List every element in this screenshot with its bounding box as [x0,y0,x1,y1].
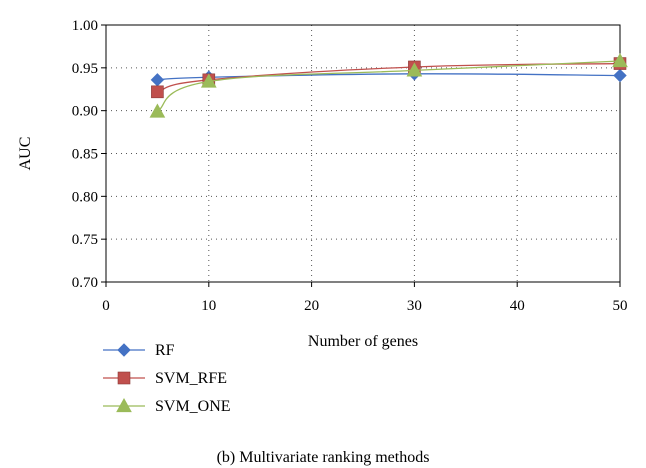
figure-caption: (b) Multivariate ranking methods [217,449,430,466]
data-point-marker [151,85,164,99]
data-point-marker [612,52,628,68]
legend-marker [117,371,131,385]
data-point-marker [200,73,217,88]
legend-item: SVM_RFE [103,370,227,387]
x-tick-label: 40 [510,298,525,314]
y-tick-label: 0.85 [72,147,98,163]
y-tick-label: 0.75 [72,232,98,248]
x-tick-label: 30 [407,298,422,314]
y-tick-label: 0.95 [72,61,98,77]
series-line [157,60,621,113]
legend-marker [116,397,132,413]
plot-area-frame [105,24,621,283]
legend-item: RF [103,342,175,359]
x-axis-label: Number of genes [308,333,418,350]
y-tick-label: 0.80 [72,189,98,205]
tick-labels: 0 10 20 30 40 50 0.70 0.75 0.80 0.85 0.90 0.95 1.00 [72,18,628,314]
legend-label: SVM_ONE [155,398,231,415]
data-point-marker [149,103,166,118]
legend: RF SVM_RFE SVM_ONE [103,342,231,415]
x-tick-label: 10 [201,298,216,314]
x-tick-label: 20 [304,298,319,314]
legend-item: SVM_ONE [103,397,231,415]
y-axis-label: AUC [17,137,34,171]
y-tick-label: 0.90 [72,104,98,120]
data-point-marker [406,62,423,77]
grid-lines [106,25,620,282]
series-svm-one [149,52,628,118]
series-rf [150,67,627,87]
legend-marker [117,343,131,357]
series-line [157,73,621,81]
y-tick-label: 1.00 [72,18,98,34]
x-tick-label: 50 [613,298,628,314]
legend-label: SVM_RFE [155,370,227,387]
legend-label: RF [155,342,175,359]
series-layer [149,52,628,118]
data-point-marker [150,73,165,87]
x-tick-label: 0 [102,298,110,314]
data-point-marker [613,68,627,83]
y-tick-label: 0.70 [72,275,98,291]
